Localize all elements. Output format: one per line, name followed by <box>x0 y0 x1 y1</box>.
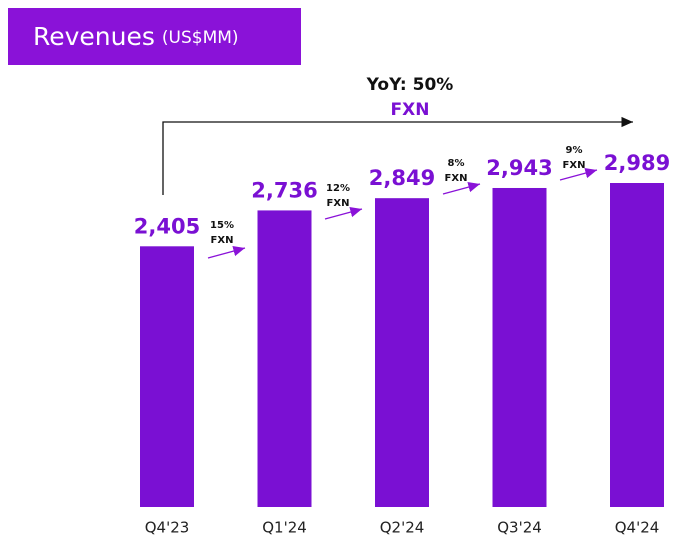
title-box <box>8 8 301 65</box>
step-growth: 8% <box>448 158 465 169</box>
value-label: 2,849 <box>369 166 435 190</box>
bar <box>492 187 547 508</box>
x-tick-label: Q1'24 <box>262 519 307 537</box>
chart-title: Revenues <box>33 22 155 51</box>
chart-subtitle: (US$MM) <box>162 28 239 48</box>
value-label: 2,943 <box>486 156 552 180</box>
x-tick-label: Q4'24 <box>615 519 660 537</box>
step-arrow <box>442 182 481 195</box>
yoy-arrow <box>162 116 633 195</box>
step-basis: FXN <box>211 235 234 246</box>
x-tick-label: Q4'23 <box>145 519 190 537</box>
value-label: 2,405 <box>134 214 200 238</box>
bar <box>610 183 664 507</box>
step-basis: FXN <box>445 173 468 184</box>
step-arrow <box>324 207 363 220</box>
bar <box>257 210 312 507</box>
bar <box>140 246 194 507</box>
value-label: 2,989 <box>604 151 670 175</box>
step-basis: FXN <box>563 160 586 171</box>
step-arrow <box>207 246 246 259</box>
step-growth: 12% <box>326 183 350 194</box>
step-arrow <box>559 168 598 181</box>
yoy-label: YoY: 50% <box>366 75 454 95</box>
x-tick-label: Q2'24 <box>380 519 425 537</box>
chart-title-group: Revenues (US$MM) <box>33 22 239 51</box>
step-growth: 15% <box>210 220 234 231</box>
step-basis: FXN <box>327 198 350 209</box>
value-label: 2,736 <box>251 178 317 202</box>
x-tick-label: Q3'24 <box>497 519 542 537</box>
yoy-basis: FXN <box>391 100 430 120</box>
bar <box>375 198 429 507</box>
step-growth: 9% <box>566 145 583 156</box>
